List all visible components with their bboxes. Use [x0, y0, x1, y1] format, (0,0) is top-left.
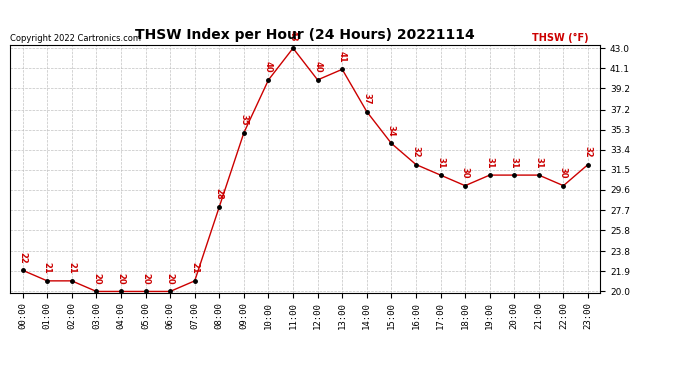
- Text: 40: 40: [313, 62, 322, 73]
- Text: 20: 20: [141, 273, 150, 285]
- Text: Copyright 2022 Cartronics.com: Copyright 2022 Cartronics.com: [10, 33, 141, 42]
- Text: 40: 40: [264, 62, 273, 73]
- Text: 22: 22: [18, 252, 27, 263]
- Text: 35: 35: [239, 114, 248, 126]
- Text: 32: 32: [584, 146, 593, 158]
- Text: 28: 28: [215, 188, 224, 200]
- Text: THSW (°F): THSW (°F): [532, 33, 589, 42]
- Text: 21: 21: [190, 262, 199, 274]
- Text: 41: 41: [337, 51, 346, 62]
- Text: 21: 21: [68, 262, 77, 274]
- Text: 31: 31: [436, 156, 445, 168]
- Text: 31: 31: [534, 156, 543, 168]
- Text: 21: 21: [43, 262, 52, 274]
- Text: 32: 32: [411, 146, 420, 158]
- Text: 31: 31: [485, 156, 494, 168]
- Text: 37: 37: [362, 93, 371, 105]
- Title: THSW Index per Hour (24 Hours) 20221114: THSW Index per Hour (24 Hours) 20221114: [135, 28, 475, 42]
- Text: 20: 20: [92, 273, 101, 285]
- Text: 31: 31: [510, 156, 519, 168]
- Text: 43: 43: [288, 30, 297, 41]
- Text: 30: 30: [461, 167, 470, 179]
- Text: 30: 30: [559, 167, 568, 179]
- Text: 34: 34: [387, 125, 396, 136]
- Text: 20: 20: [117, 273, 126, 285]
- Text: 20: 20: [166, 273, 175, 285]
